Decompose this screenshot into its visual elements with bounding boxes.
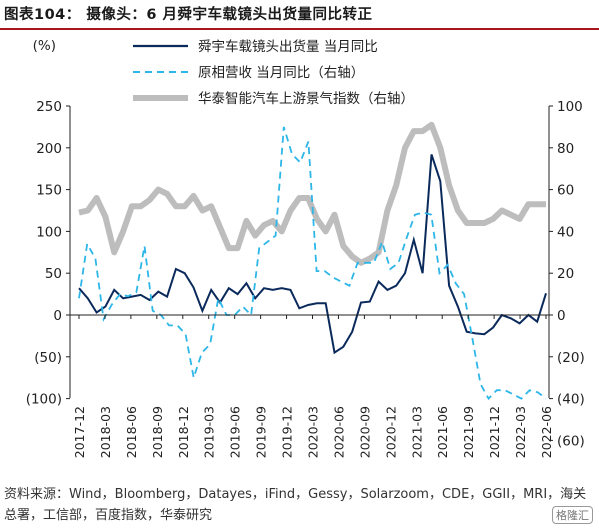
left-unit-label: (%) — [33, 38, 56, 54]
left-tick-label: (50) — [34, 350, 62, 366]
series-layer — [78, 121, 547, 401]
x-tick-label: 2020-06 — [331, 406, 346, 458]
left-tick-label: 100 — [36, 224, 62, 240]
x-tick-label: 2021-12 — [487, 406, 502, 458]
title-divider — [0, 28, 599, 30]
x-tick-label: 2020-09 — [357, 406, 372, 458]
x-tick-label: 2019-09 — [254, 406, 269, 458]
x-tick-label: 2021-06 — [435, 406, 450, 458]
legend-label-2: 原相营收 当月同比（右轴） — [198, 65, 364, 81]
right-tick-label: 20 — [557, 266, 574, 282]
label-layer: (100) (50) 0 50 100 150 200 250 (60) (40) (20) 0 20 4… — [26, 38, 585, 458]
right-tick-label: (60) — [557, 433, 585, 449]
x-tick-label: 2019-12 — [280, 406, 295, 458]
watermark-logo: 格隆汇 — [552, 506, 593, 524]
x-tick-label: 2022-03 — [513, 406, 528, 458]
x-tick-label: 2019-06 — [228, 406, 243, 458]
left-tick-label: 150 — [36, 183, 62, 199]
right-tick-label: 80 — [557, 141, 574, 157]
series-line-3 — [78, 121, 546, 266]
x-tick-label: 2017-12 — [72, 406, 87, 458]
right-tick-label: (20) — [557, 350, 585, 366]
right-tick-label: 40 — [557, 224, 574, 240]
right-tick-label: 0 — [557, 308, 566, 324]
x-tick-label: 2022-06 — [539, 406, 554, 458]
right-tick-label: 100 — [557, 99, 583, 115]
left-tick-label: 0 — [53, 308, 62, 324]
x-tick-label: 2021-09 — [461, 406, 476, 458]
x-tick-label: 2018-03 — [98, 406, 113, 458]
chart-title: 图表104： 摄像头：6 月舜宇车载镜头出货量同比转正 — [4, 7, 373, 23]
left-tick-label: 200 — [36, 141, 62, 157]
x-tick-label: 2021-03 — [409, 406, 424, 458]
series-line-2 — [78, 126, 547, 401]
legend-label-3: 华泰智能汽车上游景气指数（右轴） — [198, 90, 414, 107]
left-tick-label: 250 — [36, 99, 62, 115]
x-tick-label: 2020-12 — [383, 406, 398, 458]
x-tick-label: 2018-09 — [150, 406, 165, 458]
x-tick-label: 2018-12 — [176, 406, 191, 458]
right-tick-label: (40) — [557, 392, 585, 408]
right-tick-label: 60 — [557, 183, 574, 199]
legend-label-1: 舜宇车载镜头出货量 当月同比 — [198, 38, 378, 55]
series-line-1 — [78, 154, 547, 355]
x-tick-label: 2018-06 — [124, 406, 139, 458]
source-note: 资料来源：Wind，Bloomberg，Datayes，iFind，Gessy，… — [4, 487, 587, 523]
x-tick-label: 2020-03 — [306, 406, 321, 458]
axes-layer — [66, 105, 553, 441]
combo-line-chart: (100) (50) 0 50 100 150 200 250 (60) (40) (20) 0 20 4… — [26, 38, 585, 458]
x-tick-label: 2019-03 — [202, 406, 217, 458]
left-tick-label: 50 — [45, 266, 62, 282]
left-tick-label: (100) — [26, 392, 62, 408]
